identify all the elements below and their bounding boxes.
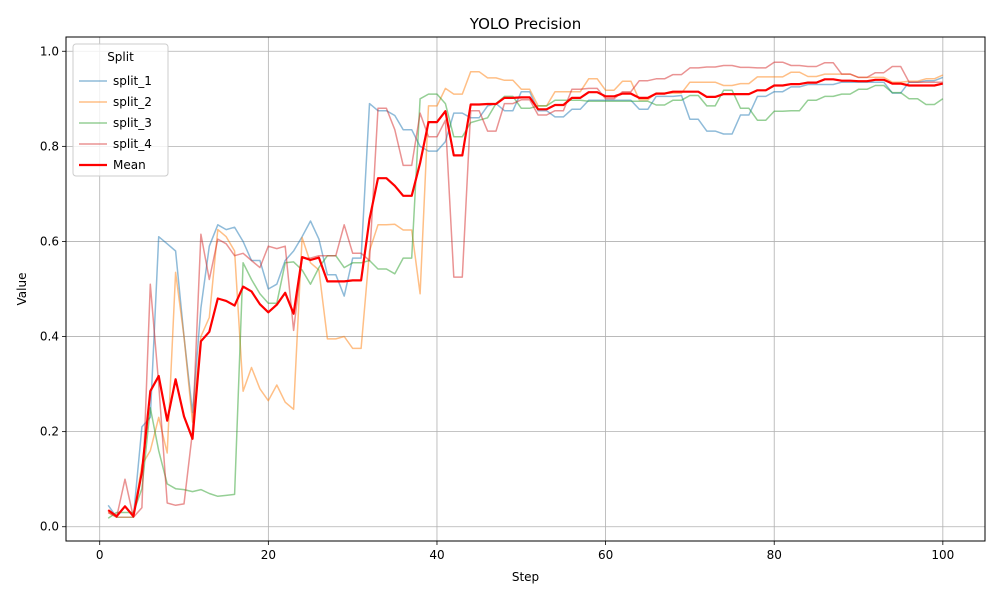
x-axis-label: Step	[512, 570, 539, 584]
legend-title: Split	[107, 50, 134, 64]
x-tick-label: 40	[429, 548, 444, 562]
series-lines	[107, 61, 944, 519]
y-axis-label: Value	[15, 273, 29, 306]
plot-frame	[65, 36, 986, 542]
axis-ticks: 0 20 40 60 80 100 0.0 0.2 0.4 0.6 0.8 1.0	[40, 44, 954, 562]
x-tick-label: 0	[96, 548, 104, 562]
y-tick-label: 0.0	[40, 520, 59, 534]
y-tick-label: 0.2	[40, 425, 59, 439]
legend-entry-label: Mean	[113, 158, 146, 172]
legend-entry-label: split_1	[113, 74, 152, 88]
y-tick-label: 0.4	[40, 330, 59, 344]
y-tick-label: 0.6	[40, 234, 59, 248]
series-line-mean	[107, 78, 944, 518]
legend-entry-label: split_3	[113, 116, 152, 130]
series-line-split-4	[107, 61, 943, 518]
chart-title: YOLO Precision	[469, 15, 581, 33]
legend-entry-label: split_2	[113, 95, 152, 109]
x-tick-label: 80	[767, 548, 782, 562]
y-tick-label: 0.8	[40, 139, 59, 153]
x-tick-label: 60	[598, 548, 613, 562]
series-line-split-2	[107, 70, 944, 518]
legend-entry-label: split_4	[113, 137, 152, 151]
x-tick-label: 20	[261, 548, 276, 562]
y-tick-label: 1.0	[40, 44, 59, 58]
series-line-split-1	[107, 76, 944, 518]
x-tick-label: 100	[931, 548, 954, 562]
legend: Split split_1 split_2 split_3 split_4 Mean	[72, 43, 169, 177]
series-line-split-3	[107, 84, 944, 519]
legend-box	[72, 43, 169, 177]
